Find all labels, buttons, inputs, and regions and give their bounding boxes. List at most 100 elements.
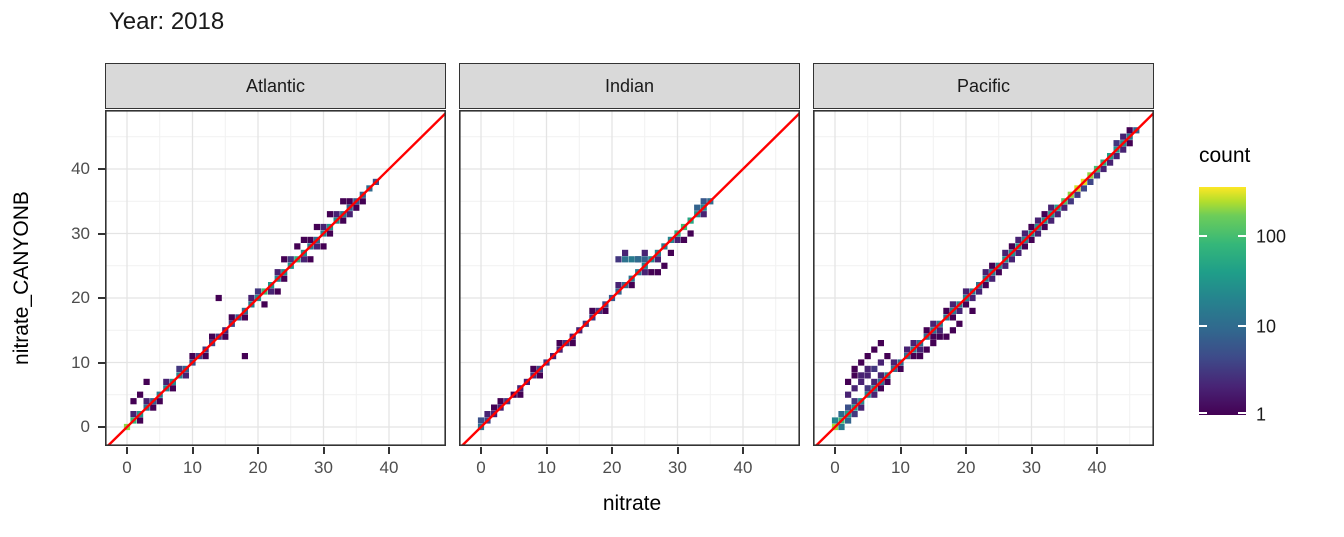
bin2d-tile (189, 353, 196, 360)
x-tick-label: 0 (122, 458, 132, 477)
x-tick-label: 20 (602, 458, 622, 477)
bin2d-tile (497, 398, 504, 405)
x-tick-mark (322, 447, 325, 454)
bin2d-tile (556, 340, 563, 347)
bin2d-tile (287, 256, 294, 263)
panel-atlantic (105, 110, 446, 446)
y-tick-mark (98, 168, 105, 170)
bin2d-tile (930, 320, 937, 327)
bin2d-tile (274, 269, 281, 276)
legend-tick-100-left (1199, 235, 1207, 237)
bin2d-tile (871, 391, 878, 398)
bin2d-tile (989, 275, 996, 282)
panel-pacific (813, 110, 1154, 446)
bin2d-tile (326, 230, 334, 237)
bin2d-tile (917, 346, 924, 353)
bin2d-tile (1015, 249, 1022, 256)
x-tick-label: 10 (183, 458, 202, 477)
bin2d-tile (667, 249, 674, 256)
x-axis-title: nitrate (602, 492, 662, 515)
bin2d-tile (884, 353, 891, 360)
bin2d-tile (917, 353, 924, 360)
bin2d-tile (1087, 178, 1094, 185)
bin2d-tile (989, 262, 996, 269)
bin2d-tile (1041, 223, 1048, 231)
bin2d-tile (182, 372, 189, 379)
legend-title: count (1199, 144, 1251, 167)
bin2d-tile (956, 320, 963, 327)
bin2d-tile (241, 314, 248, 321)
bin2d-tile (1008, 256, 1015, 263)
bin2d-tile (877, 372, 884, 379)
bin2d-tile (1048, 204, 1055, 211)
bin2d-tile (871, 365, 878, 372)
bin2d-tile (615, 256, 622, 263)
x-tick-mark (388, 447, 390, 454)
bin2d-tile (320, 223, 327, 231)
bin2d-tile (1054, 211, 1061, 218)
bin2d-tile (851, 398, 858, 405)
bin2d-tile (150, 404, 157, 411)
bin2d-tile (641, 256, 648, 263)
bin2d-tile (1126, 127, 1133, 134)
bin2d-tile (851, 385, 858, 392)
y-tick-mark (98, 297, 105, 299)
legend-label-100: 100 (1256, 226, 1287, 247)
facet-label: Pacific (956, 75, 1010, 96)
bin2d-tile (687, 230, 694, 237)
legend-tick-10-right (1238, 325, 1246, 327)
bin2d-tile (1061, 204, 1068, 211)
panel-indian (459, 110, 800, 446)
bin2d-tile (904, 346, 911, 353)
bin2d-tile (858, 378, 865, 385)
facet-label: Indian (604, 75, 655, 96)
bin2d-tile (838, 411, 845, 418)
bin2d-tile (261, 301, 268, 308)
bin2d-tile (982, 282, 989, 289)
bin2d-tile (1100, 165, 1107, 173)
x-tick-label: 30 (668, 458, 687, 477)
bin2d-tile (877, 385, 884, 392)
bin2d-tile (858, 372, 865, 379)
x-tick-mark (834, 447, 836, 454)
legend-tick-1-left (1199, 412, 1207, 414)
bin2d-tile (694, 204, 701, 211)
bin2d-tile (340, 217, 347, 224)
bin2d-tile (241, 353, 248, 360)
bin2d-tile (622, 249, 629, 256)
bin2d-tile (294, 243, 301, 250)
bin2d-tile (1113, 153, 1120, 160)
x-tick-label: 10 (537, 458, 556, 477)
x-tick-label: 30 (1022, 458, 1041, 477)
x-tick-label: 0 (476, 458, 486, 477)
x-tick-label: 30 (314, 458, 333, 477)
bin2d-tile (628, 256, 635, 263)
x-tick-label: 40 (733, 458, 753, 477)
facet-strip-pacific: Pacific (813, 63, 1154, 109)
bin2d-tile (969, 307, 976, 314)
bin2d-tile (353, 204, 360, 211)
bin2d-tile (268, 288, 275, 295)
bin2d-tile (346, 211, 353, 218)
y-axis-title: nitrate_CANYONB (10, 191, 33, 365)
bin2d-tile (890, 359, 897, 366)
bin2d-tile (477, 417, 485, 424)
bin2d-tile (340, 198, 347, 205)
bin2d-tile (346, 198, 353, 205)
bin2d-tile (536, 372, 543, 379)
bin2d-tile (1120, 146, 1127, 153)
bin2d-tile (897, 365, 904, 372)
page-title: Year: 2018 (109, 8, 225, 35)
bin2d-tile (628, 282, 635, 289)
bin2d-tile (202, 353, 209, 360)
bin2d-tile (858, 404, 865, 411)
bin2d-tile (680, 236, 688, 243)
bin2d-tile (943, 333, 950, 340)
bin2d-tile (851, 365, 858, 372)
x-tick-label: 20 (956, 458, 976, 477)
y-tick-label: 0 (80, 417, 90, 436)
bin2d-tile (209, 333, 216, 340)
bin2d-tile (654, 269, 661, 276)
bin2d-tile (910, 340, 917, 347)
bin2d-tile (845, 378, 852, 385)
